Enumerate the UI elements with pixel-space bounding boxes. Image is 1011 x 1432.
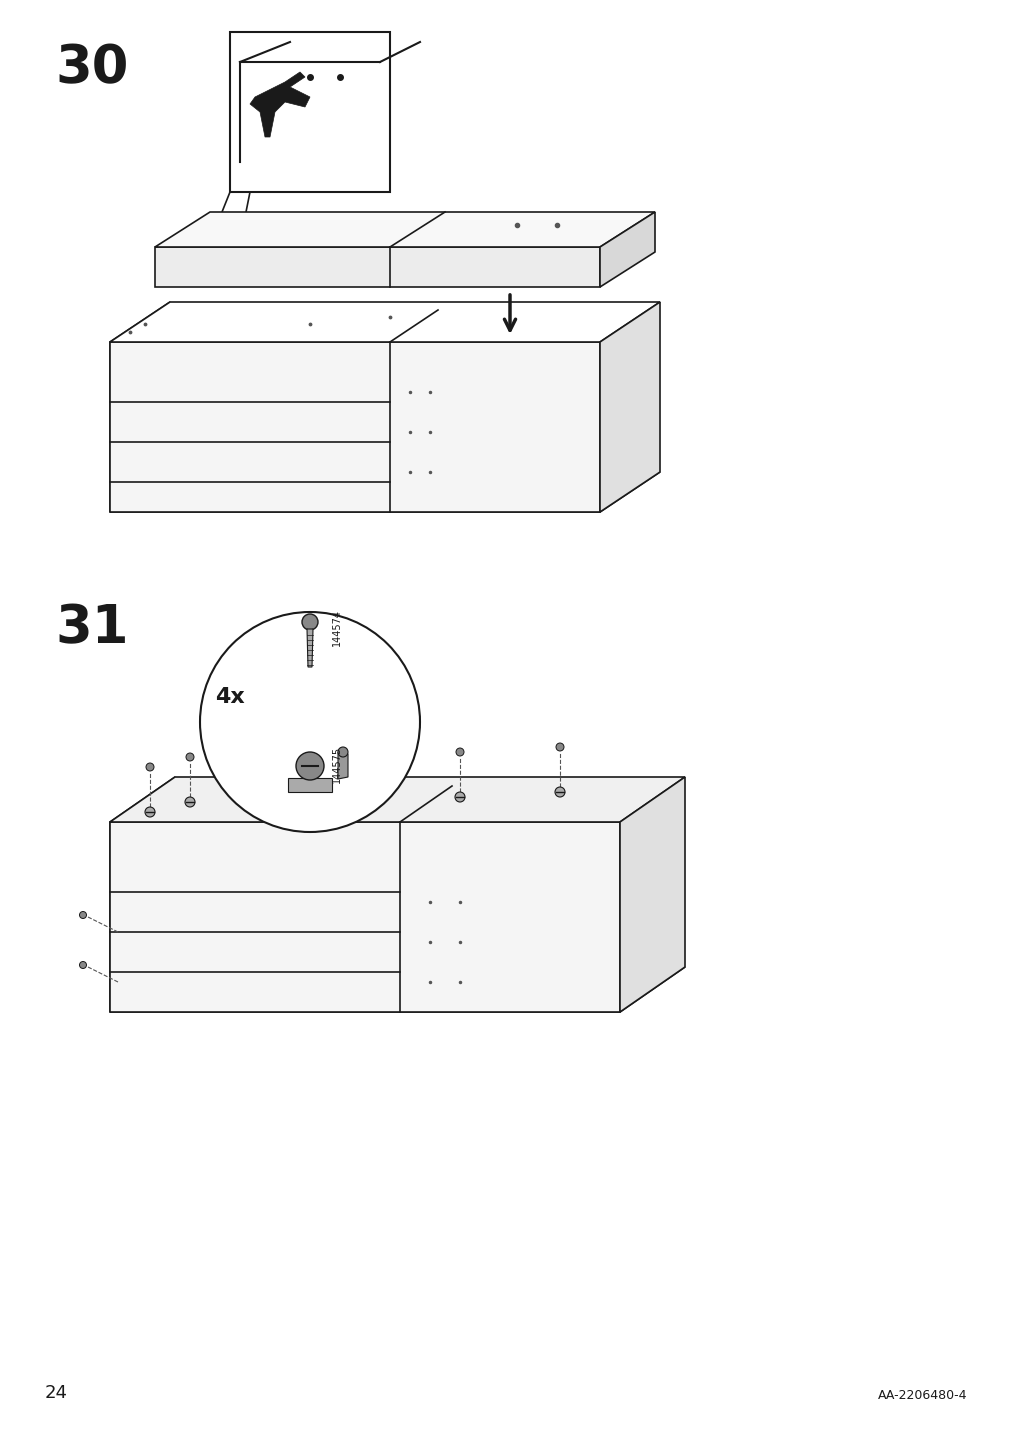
Polygon shape (338, 752, 348, 779)
Circle shape (80, 912, 86, 918)
Polygon shape (110, 302, 170, 513)
Circle shape (146, 763, 154, 770)
Polygon shape (229, 32, 389, 192)
Text: 30: 30 (55, 42, 128, 95)
Circle shape (295, 752, 324, 780)
Polygon shape (620, 778, 684, 1012)
Polygon shape (110, 967, 684, 1012)
Polygon shape (110, 342, 600, 513)
Polygon shape (110, 778, 175, 1012)
Polygon shape (110, 778, 684, 822)
Polygon shape (306, 629, 312, 667)
Polygon shape (110, 473, 659, 513)
Circle shape (185, 798, 195, 808)
Polygon shape (110, 302, 659, 342)
Circle shape (80, 961, 86, 968)
Circle shape (338, 748, 348, 758)
Polygon shape (600, 212, 654, 286)
Circle shape (455, 792, 464, 802)
Circle shape (200, 611, 420, 832)
Text: 31: 31 (55, 601, 128, 654)
Text: 24: 24 (44, 1383, 68, 1402)
Circle shape (456, 748, 463, 756)
Circle shape (554, 788, 564, 798)
Circle shape (301, 614, 317, 630)
Polygon shape (155, 246, 600, 286)
Circle shape (145, 808, 155, 818)
Polygon shape (155, 212, 654, 246)
Polygon shape (110, 822, 620, 1012)
Text: AA-2206480-4: AA-2206480-4 (877, 1389, 967, 1402)
Text: 144575: 144575 (332, 746, 342, 782)
Circle shape (555, 743, 563, 750)
Polygon shape (250, 72, 309, 137)
Text: 144574: 144574 (332, 609, 342, 646)
Polygon shape (600, 302, 659, 513)
Circle shape (186, 753, 194, 760)
Polygon shape (288, 778, 332, 792)
Text: 4x: 4x (214, 687, 245, 707)
